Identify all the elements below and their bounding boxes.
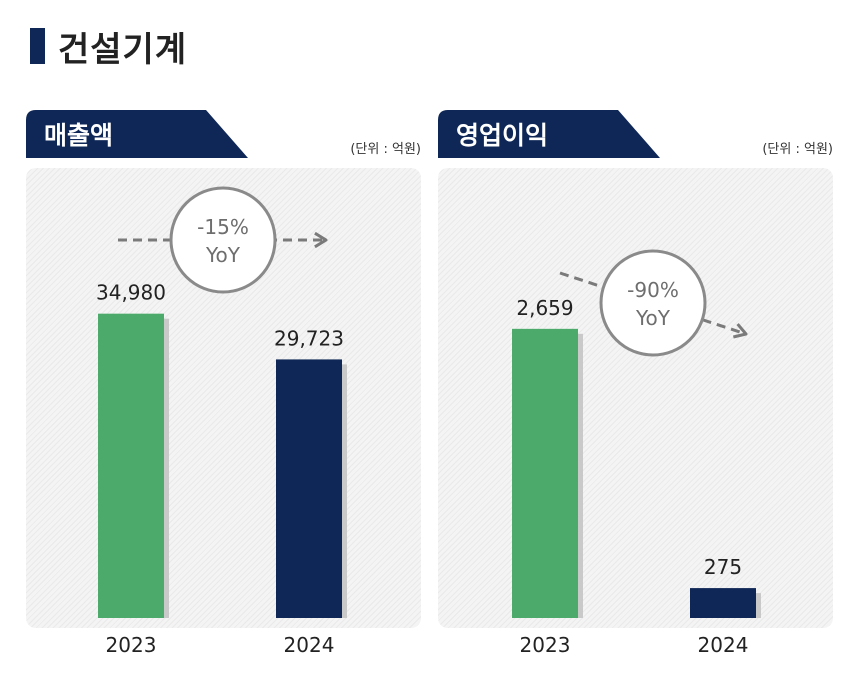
revenue-tab <box>26 110 248 158</box>
revenue-chart-background <box>26 168 421 628</box>
operating-profit-value-label-2024: 275 <box>704 555 742 579</box>
title-accent-bar <box>30 28 45 64</box>
operating-profit-value-label-2023: 2,659 <box>516 296 573 320</box>
operating-profit-unit: (단위 : 억원) <box>762 142 833 157</box>
revenue-panel: 매출액 (단위 : 억원) -15% YoY 34,980 2023 29,723 202… <box>26 110 421 657</box>
operating-profit-chart: -90% YoY 2,659 2023 275 2024 <box>512 249 761 657</box>
operating-profit-trend-arrow-head <box>733 323 748 339</box>
revenue-trend-arrow-head <box>314 231 328 249</box>
revenue-tab-label: 매출액 <box>44 121 114 150</box>
operating-profit-tab <box>438 110 660 158</box>
revenue-value-label-2024: 29,723 <box>274 326 344 350</box>
revenue-value-label-2023: 34,980 <box>96 281 166 305</box>
revenue-bar-2023 <box>98 313 164 618</box>
operating-profit-x-tick-2024: 2024 <box>698 633 749 657</box>
operating-profit-x-tick-2023: 2023 <box>520 633 571 657</box>
operating-profit-bar-2023 <box>512 328 578 618</box>
operating-profit-yoy-label: YoY <box>635 306 671 330</box>
operating-profit-bar-2024 <box>690 588 756 618</box>
operating-profit-chart-background <box>438 168 833 628</box>
revenue-bar-2024 <box>276 359 342 618</box>
operating-profit-tab-label: 영업이익 <box>456 121 549 150</box>
revenue-x-tick-2024: 2024 <box>284 633 335 657</box>
operating-profit-yoy-percent: -90% <box>627 278 679 302</box>
page-title: 건설기계 <box>58 30 188 70</box>
revenue-x-tick-2023: 2023 <box>106 633 157 657</box>
revenue-unit: (단위 : 억원) <box>350 142 421 157</box>
revenue-yoy-label: YoY <box>205 243 241 267</box>
revenue-chart: -15% YoY 34,980 2023 29,723 2024 <box>96 186 347 657</box>
revenue-yoy-percent: -15% <box>197 215 249 239</box>
operating-profit-yoy-circle <box>599 249 707 357</box>
operating-profit-panel: 영업이익 (단위 : 억원) -90% YoY 2,659 2023 275 2024 <box>438 110 833 657</box>
revenue-yoy-circle <box>169 186 277 294</box>
